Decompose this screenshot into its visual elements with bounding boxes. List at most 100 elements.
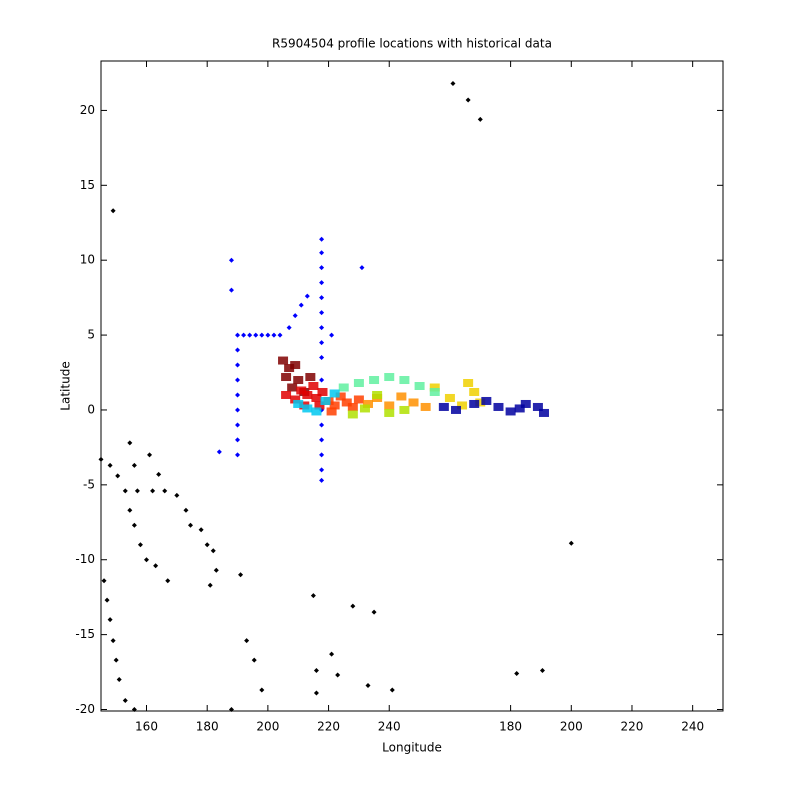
profile-point [463,379,474,388]
point [122,488,128,494]
profile-point [429,387,440,396]
profile-point [353,379,364,388]
profile-point [353,395,364,404]
profile-point [399,376,410,385]
point [235,422,241,428]
profile-point [281,390,292,399]
point [335,672,341,678]
profile-point [475,398,486,407]
y-tick-label: 5 [87,328,95,342]
point [238,572,244,578]
point [235,362,241,368]
point [244,638,250,644]
point [188,522,194,528]
profile-point [329,401,340,410]
profile-point [317,387,328,396]
point [450,80,456,86]
x-tick-label: 180 [499,720,522,734]
profile-point [429,383,440,392]
point [228,287,234,293]
profile-point [438,402,449,411]
point [210,548,216,554]
profile-point [338,383,349,392]
profile-point [493,402,504,411]
profile-point [287,383,298,392]
point [162,488,168,494]
profile-point [369,376,380,385]
point [134,488,140,494]
point [304,293,310,299]
point [292,313,298,319]
point [271,332,277,338]
y-axis-label: Latitude [59,361,73,410]
point [137,542,143,548]
profile-point [399,405,410,414]
point [389,687,395,693]
profile-point [538,408,549,417]
profile-point [293,399,304,408]
point [110,638,116,644]
profile-point [305,373,316,382]
profile-point [293,376,304,385]
profile-point [296,386,307,395]
point [127,507,133,513]
point [329,332,335,338]
point [216,449,222,455]
profile-point [457,401,468,410]
profile-point [469,399,480,408]
x-tick-label: 220 [317,720,340,734]
profile-point [384,401,395,410]
point [329,651,335,657]
x-tick-label: 220 [621,720,644,734]
point [319,467,325,473]
point [127,440,133,446]
profile-point [384,408,395,417]
point [568,540,574,546]
point [319,310,325,316]
point [477,116,483,122]
profile-point [363,399,374,408]
point [101,578,107,584]
point [104,597,110,603]
profile-point [520,399,531,408]
point [319,236,325,242]
point [150,488,156,494]
x-tick-label: 240 [378,720,401,734]
x-tick-label: 200 [560,720,583,734]
y-tick-label: 15 [80,178,95,192]
point [465,97,471,103]
point [131,462,137,468]
point [319,422,325,428]
point [313,690,319,696]
point [183,507,189,513]
profile-point [290,361,301,370]
profile-point [320,396,331,405]
profile-point [532,402,543,411]
point [147,452,153,458]
profile-point [302,404,313,413]
point [277,332,283,338]
point [235,347,241,353]
profile-point [481,396,492,405]
point [319,280,325,286]
profile-point [302,390,313,399]
point [319,437,325,443]
point [319,452,325,458]
point [116,677,122,683]
profile-point [505,407,516,416]
profile-point [396,392,407,401]
point [319,377,325,383]
profile-point [341,398,352,407]
point [235,437,241,443]
y-tick-label: 10 [80,253,95,267]
point [319,250,325,256]
point [107,617,113,623]
point [310,593,316,599]
point [514,671,520,677]
point [165,578,171,584]
profile-point [347,410,358,419]
profile-point [469,387,480,396]
point [115,473,121,479]
point [131,522,137,528]
point [235,377,241,383]
